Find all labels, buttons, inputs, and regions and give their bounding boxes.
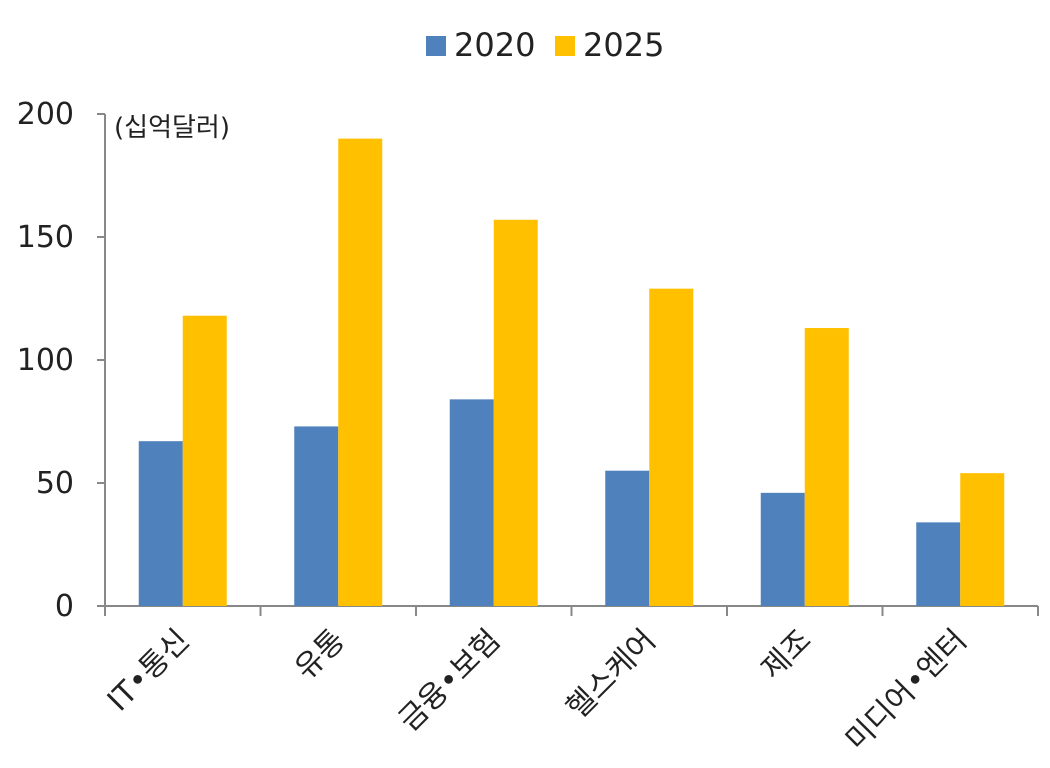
y-tick-label: 100 <box>17 343 74 378</box>
y-tick-labels: 0 50 100 150 200 <box>17 97 74 624</box>
legend-label-2025: 2025 <box>583 26 664 64</box>
bar-2025-4 <box>804 328 849 606</box>
legend: 2020 2025 <box>426 26 664 64</box>
legend-swatch-2020 <box>426 36 446 56</box>
legend-label-2020: 2020 <box>454 26 535 64</box>
category-label-1: 유통 <box>288 623 352 687</box>
bar-2025-5 <box>960 473 1005 606</box>
category-label-4: 제조 <box>755 623 819 687</box>
bar-2020-0 <box>138 441 183 606</box>
category-labels: IT•통신 유통 금융•보험 헬스케어 제조 미디어•엔터 <box>101 623 974 758</box>
bar-2025-2 <box>493 219 538 606</box>
bar-2020-5 <box>916 522 961 606</box>
bars <box>138 138 1005 606</box>
axes <box>97 113 1039 616</box>
category-label-0: IT•통신 <box>101 623 197 719</box>
category-label-5: 미디어•엔터 <box>839 623 974 758</box>
bar-2025-0 <box>182 315 227 606</box>
legend-swatch-2025 <box>555 36 575 56</box>
bar-2025-1 <box>338 138 383 606</box>
y-tick-label: 50 <box>36 466 74 501</box>
bar-2020-3 <box>605 470 650 606</box>
y-tick-label: 200 <box>17 97 74 132</box>
bar-2025-3 <box>649 288 694 606</box>
category-label-3: 헬스케어 <box>560 623 663 726</box>
y-tick-label: 0 <box>55 589 74 624</box>
category-label-2: 금융•보험 <box>392 623 507 738</box>
y-tick-label: 150 <box>17 220 74 255</box>
bar-2020-2 <box>449 399 494 606</box>
bar-2020-4 <box>760 492 805 606</box>
y-axis-unit-label: (십억달러) <box>114 113 230 143</box>
bar-2020-1 <box>294 426 339 606</box>
